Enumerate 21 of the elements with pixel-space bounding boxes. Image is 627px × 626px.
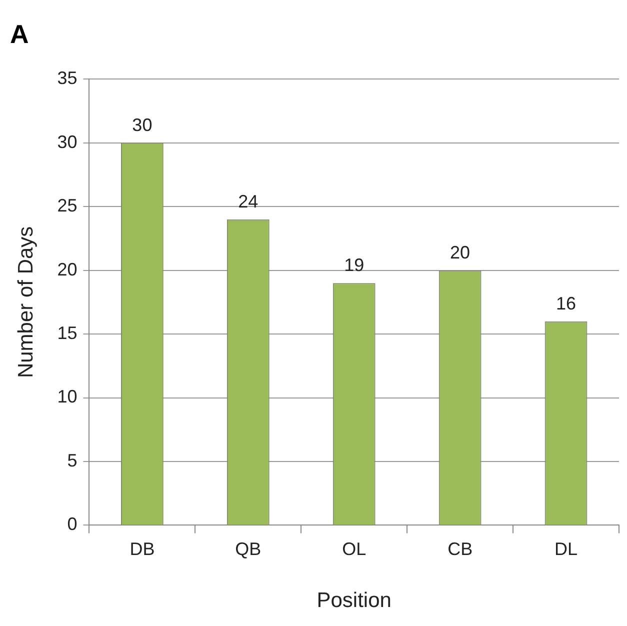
chart-title: A — [10, 18, 29, 49]
y-tick-label: 25 — [57, 196, 78, 216]
y-tick-label: 0 — [67, 514, 78, 534]
data-label: 19 — [344, 255, 364, 276]
data-label: 16 — [556, 293, 576, 314]
data-label: 30 — [132, 114, 152, 135]
y-tick-label: 10 — [57, 386, 78, 407]
data-label: 24 — [238, 191, 258, 212]
x-tick-label: CB — [448, 538, 473, 559]
data-label: 20 — [450, 242, 470, 262]
x-tick-label: OL — [342, 538, 366, 559]
y-tick-label: 20 — [57, 259, 78, 280]
y-tick-label: 35 — [57, 68, 78, 88]
y-axis-title: Number of Days — [14, 226, 38, 378]
x-axis-title: Position — [316, 589, 392, 612]
x-tick-label: DB — [130, 538, 155, 559]
x-tick-label: QB — [235, 538, 262, 559]
y-tick-label: 5 — [67, 450, 78, 470]
y-tick-label: 15 — [57, 323, 78, 344]
y-tick-label: 30 — [57, 132, 78, 152]
x-tick-label: DL — [554, 538, 578, 559]
